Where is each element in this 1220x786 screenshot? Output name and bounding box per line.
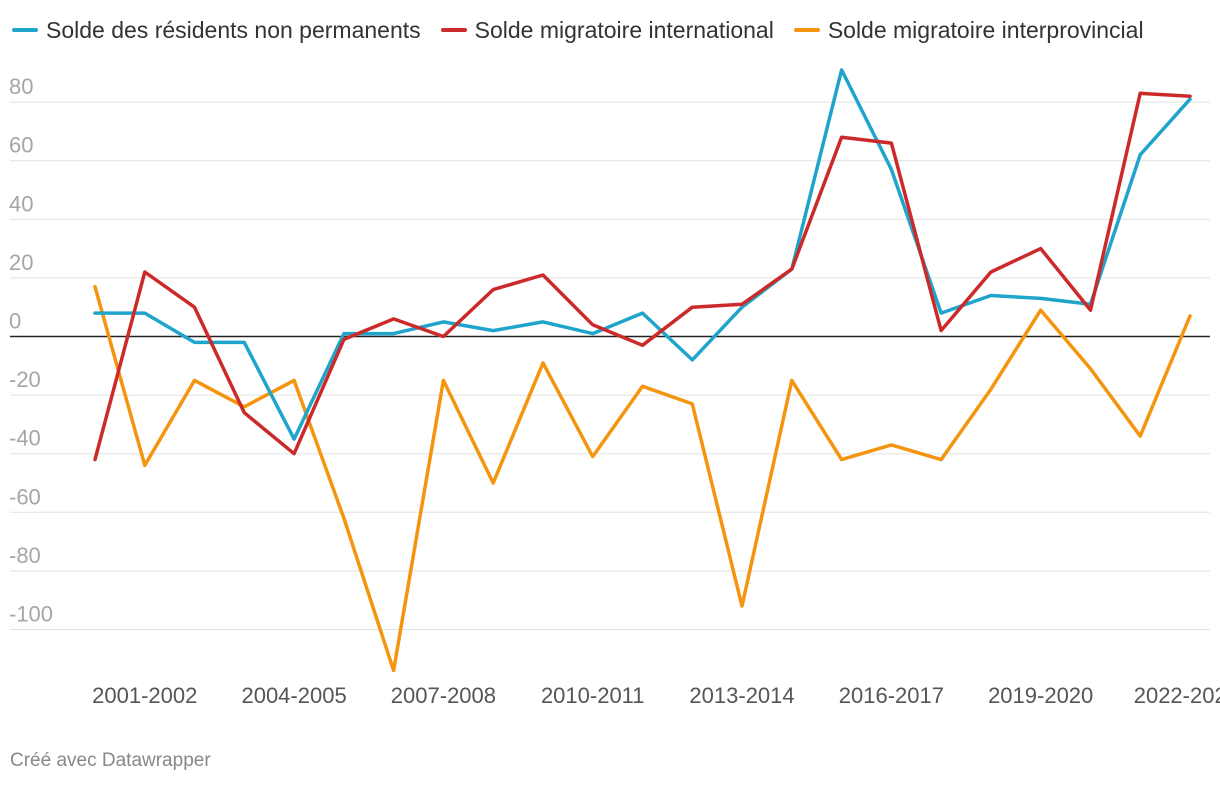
legend-item-interprovincial: Solde migratoire interprovincial (793, 16, 1144, 44)
y-tick-label: 80 (9, 74, 33, 99)
series-line-non-permanent (93, 68, 1192, 441)
y-tick-label: 20 (9, 250, 33, 275)
y-tick-label: 60 (9, 133, 33, 158)
y-tick-label: -80 (9, 543, 41, 568)
legend-label-interprovincial: Solde migratoire interprovincial (827, 16, 1144, 43)
legend-label-international: Solde migratoire international (474, 16, 774, 43)
grid-lines (10, 101, 1210, 630)
x-tick-label: 2010-2011 (541, 683, 645, 708)
legend-label-non-permanent: Solde des résidents non permanents (46, 16, 421, 43)
y-tick-labels: 80 60 40 20 0 -20 -40 -60 -80 -100 (9, 74, 53, 626)
x-tick-label: 2004-2005 (241, 683, 346, 708)
footer-credit: Créé avec Datawrapper (10, 750, 211, 771)
x-tick-labels: 2001-2002 2004-2005 2007-2008 2010-2011 2013… (92, 683, 1220, 708)
x-tick-label: 2013-2014 (689, 683, 794, 708)
y-tick-label: -100 (9, 602, 53, 627)
x-tick-label: 2022-2023r (1134, 683, 1220, 708)
x-tick-label: 2001-2002 (92, 683, 197, 708)
legend-swatch-non-permanent (12, 28, 38, 32)
y-tick-label: 40 (9, 191, 33, 216)
legend-swatch-international (440, 28, 467, 32)
y-tick-label: -40 (9, 426, 41, 451)
legend-item-non-permanent: Solde des résidents non permanents (12, 17, 421, 44)
legend-swatch-interprovincial (793, 28, 820, 32)
y-tick-label: -60 (9, 484, 41, 509)
legend-item-international: Solde migratoire international (440, 16, 774, 44)
x-tick-label: 2007-2008 (391, 683, 496, 708)
x-tick-label: 2019-2020 (988, 683, 1093, 708)
series-line-international (93, 91, 1192, 462)
series-lines (93, 68, 1192, 673)
series-line-interprovincial (93, 284, 1192, 673)
x-tick-label: 2016-2017 (839, 683, 944, 708)
y-tick-label: -20 (9, 367, 41, 392)
legend: Solde des résidents non permanents Solde… (12, 14, 1144, 46)
y-tick-label: 0 (9, 309, 21, 334)
